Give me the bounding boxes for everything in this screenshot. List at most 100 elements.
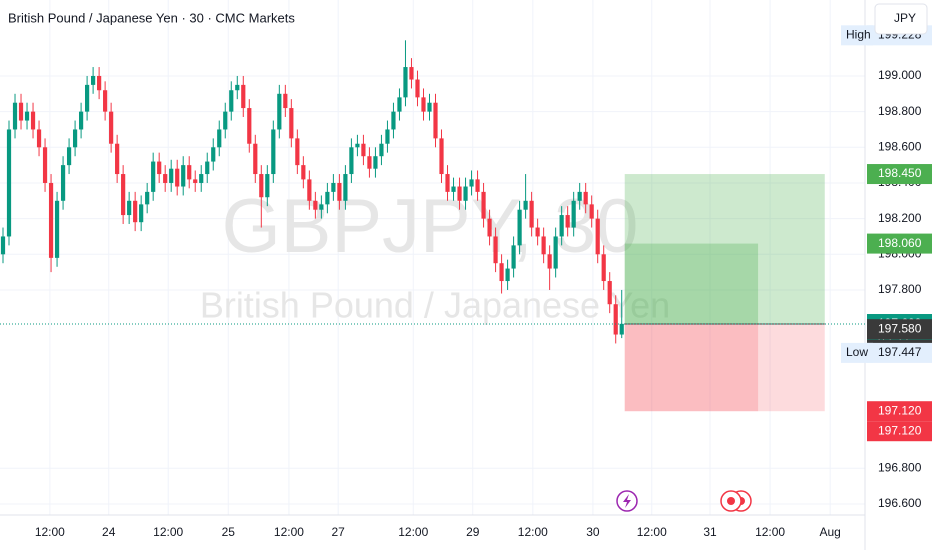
candle-body <box>415 79 420 98</box>
candle-body <box>18 102 24 121</box>
candle-body <box>565 215 570 228</box>
candle-body <box>457 186 462 201</box>
price-badge <box>867 164 932 185</box>
price-badge-label: 198.450 <box>878 166 922 180</box>
candle-body <box>259 174 264 198</box>
side-tag <box>841 342 873 363</box>
candle-body <box>217 129 222 148</box>
candle-body <box>607 281 612 305</box>
candle-body <box>199 174 204 183</box>
candle-body <box>211 147 216 162</box>
price-badge <box>867 319 932 340</box>
y-tick-label: 199.000 <box>878 68 922 82</box>
candle-body <box>103 90 108 112</box>
profit-zone[interactable] <box>624 174 825 325</box>
currency-button[interactable] <box>874 3 928 35</box>
candle-body <box>511 245 516 269</box>
candle-body <box>421 97 426 112</box>
candle-body <box>301 165 306 180</box>
x-tick-label: 27 <box>332 525 346 539</box>
x-tick-label: 25 <box>222 525 236 539</box>
x-tick-label: 30 <box>586 525 600 539</box>
candle-body <box>253 143 258 175</box>
candle-body <box>157 161 162 175</box>
position-tool[interactable] <box>624 174 825 412</box>
x-tick-label: 12:00 <box>518 525 548 539</box>
x-tick-label: 24 <box>102 525 116 539</box>
candle-body <box>307 179 312 201</box>
candle-body <box>72 129 78 148</box>
candle-body <box>121 174 126 216</box>
candle-body <box>127 200 132 216</box>
candle-body <box>367 156 372 169</box>
event-glyph <box>623 494 631 508</box>
candle-body <box>481 191 486 219</box>
price-badge <box>867 233 932 254</box>
candle-body <box>613 304 618 335</box>
candle-body <box>163 174 168 183</box>
x-tick-label: 31 <box>703 525 717 539</box>
candle-body <box>517 209 522 246</box>
candle-body <box>463 186 468 201</box>
candle-body <box>42 147 48 183</box>
loss-zone[interactable] <box>624 324 825 412</box>
candle-body <box>247 108 252 144</box>
event-icons[interactable] <box>616 490 752 512</box>
candle-body <box>361 143 366 157</box>
candle-body <box>439 138 444 175</box>
candle-body <box>133 200 138 223</box>
candle-body <box>12 102 18 130</box>
x-tick-label: 12:00 <box>398 525 428 539</box>
candle-body <box>181 165 186 187</box>
candle-body <box>541 236 546 255</box>
x-tick-label: 29 <box>466 525 480 539</box>
axes: 199.000198.800198.600198.400198.200198.0… <box>0 25 932 539</box>
candle-body <box>499 263 504 282</box>
candle-body <box>427 102 432 112</box>
y-tick-label: 196.800 <box>878 460 922 474</box>
candle-body <box>583 191 588 205</box>
candle-body <box>66 147 72 166</box>
candle-body <box>331 182 336 192</box>
watermark: GBPJPY, 30 <box>222 184 639 269</box>
candle-body <box>373 156 378 169</box>
x-tick-label: 12:00 <box>637 525 667 539</box>
candle-body <box>391 111 396 130</box>
candle-body <box>445 174 450 192</box>
currency-label: JPY <box>894 11 916 25</box>
candle-body <box>223 111 228 130</box>
price-badge <box>867 342 932 363</box>
candle-body <box>601 254 606 282</box>
price-badge <box>867 401 932 422</box>
y-tick-label: 198.800 <box>878 104 922 118</box>
candle-body <box>523 200 528 210</box>
candle-body <box>78 111 84 130</box>
price-badge-label: 197.120 <box>878 423 922 437</box>
candle-body <box>475 179 480 192</box>
y-tick-label: 198.200 <box>878 211 922 225</box>
candle-body <box>577 191 582 201</box>
candle-body <box>84 84 90 112</box>
candle-body <box>559 215 564 237</box>
candle-body <box>169 168 174 183</box>
candle-body <box>547 254 552 269</box>
candle-body <box>48 182 54 258</box>
candle-body <box>145 191 150 205</box>
x-tick-label: 12:00 <box>274 525 304 539</box>
candle-body <box>187 165 192 180</box>
partial-loss-zone[interactable] <box>624 324 759 412</box>
candle-body <box>355 143 360 148</box>
x-tick-label: 12:00 <box>755 525 785 539</box>
candle-body <box>193 179 198 183</box>
candle-body <box>403 67 408 98</box>
candle-body <box>397 97 402 112</box>
candle-body <box>451 186 456 192</box>
candle-body <box>283 93 288 109</box>
candle-body <box>229 90 234 112</box>
candle-body <box>571 200 576 228</box>
partial-profit-zone[interactable] <box>624 243 759 325</box>
candle-body <box>271 129 276 175</box>
candle-body <box>0 236 6 255</box>
